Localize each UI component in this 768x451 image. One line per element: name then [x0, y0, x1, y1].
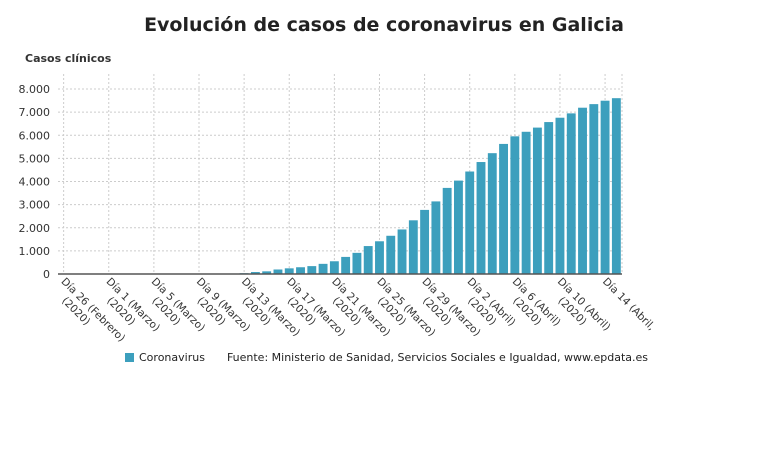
bar: [454, 180, 463, 274]
chart-title: Evolución de casos de coronavirus en Gal…: [144, 14, 624, 36]
bar: [352, 252, 362, 274]
bar: [510, 136, 520, 274]
bar: [273, 269, 283, 274]
bar: [250, 272, 260, 274]
bar: [296, 267, 305, 274]
legend: Coronavirus Fuente: Ministerio de Sanida…: [125, 351, 648, 364]
y-tick-label: 3.000: [19, 199, 51, 212]
bar: [566, 113, 576, 274]
bar: [544, 122, 554, 274]
bar: [532, 127, 542, 274]
bar: [487, 153, 497, 274]
source-text: Fuente: Ministerio de Sanidad, Servicios…: [226, 351, 649, 364]
legend-swatch: [125, 353, 134, 362]
bar: [375, 241, 384, 274]
bar: [465, 171, 475, 274]
bar: [363, 246, 373, 274]
bar: [555, 117, 565, 274]
y-tick-label: 5.000: [19, 152, 51, 165]
bar: [476, 162, 486, 274]
y-tick-label: 6.000: [19, 129, 51, 142]
bar: [600, 100, 610, 274]
bar: [386, 235, 396, 274]
bar: [589, 104, 599, 274]
bar: [397, 229, 407, 274]
bar: [341, 256, 351, 274]
x-tick-label: Día 6 (Abril)(2020): [501, 276, 563, 338]
bar: [318, 263, 328, 274]
y-axis-label: Casos clínicos: [25, 52, 112, 65]
bar: [307, 266, 317, 274]
bar: [420, 209, 430, 274]
bar: [408, 220, 418, 274]
bar: [329, 261, 339, 274]
bar: [262, 271, 272, 274]
bar: [499, 143, 508, 274]
y-tick-label: 8.000: [19, 83, 51, 96]
bar: [442, 187, 452, 274]
y-tick-label: 7.000: [19, 106, 51, 119]
bar: [578, 107, 587, 274]
bar: [431, 201, 441, 274]
bar: [284, 268, 294, 274]
legend-label: Coronavirus: [139, 351, 205, 364]
y-tick-label: 1.000: [19, 245, 51, 258]
y-tick-label: 2.000: [19, 222, 51, 235]
bar: [521, 131, 531, 274]
y-tick-label: 4.000: [19, 176, 51, 189]
bar: [611, 98, 621, 274]
y-tick-label: 0: [43, 268, 50, 281]
